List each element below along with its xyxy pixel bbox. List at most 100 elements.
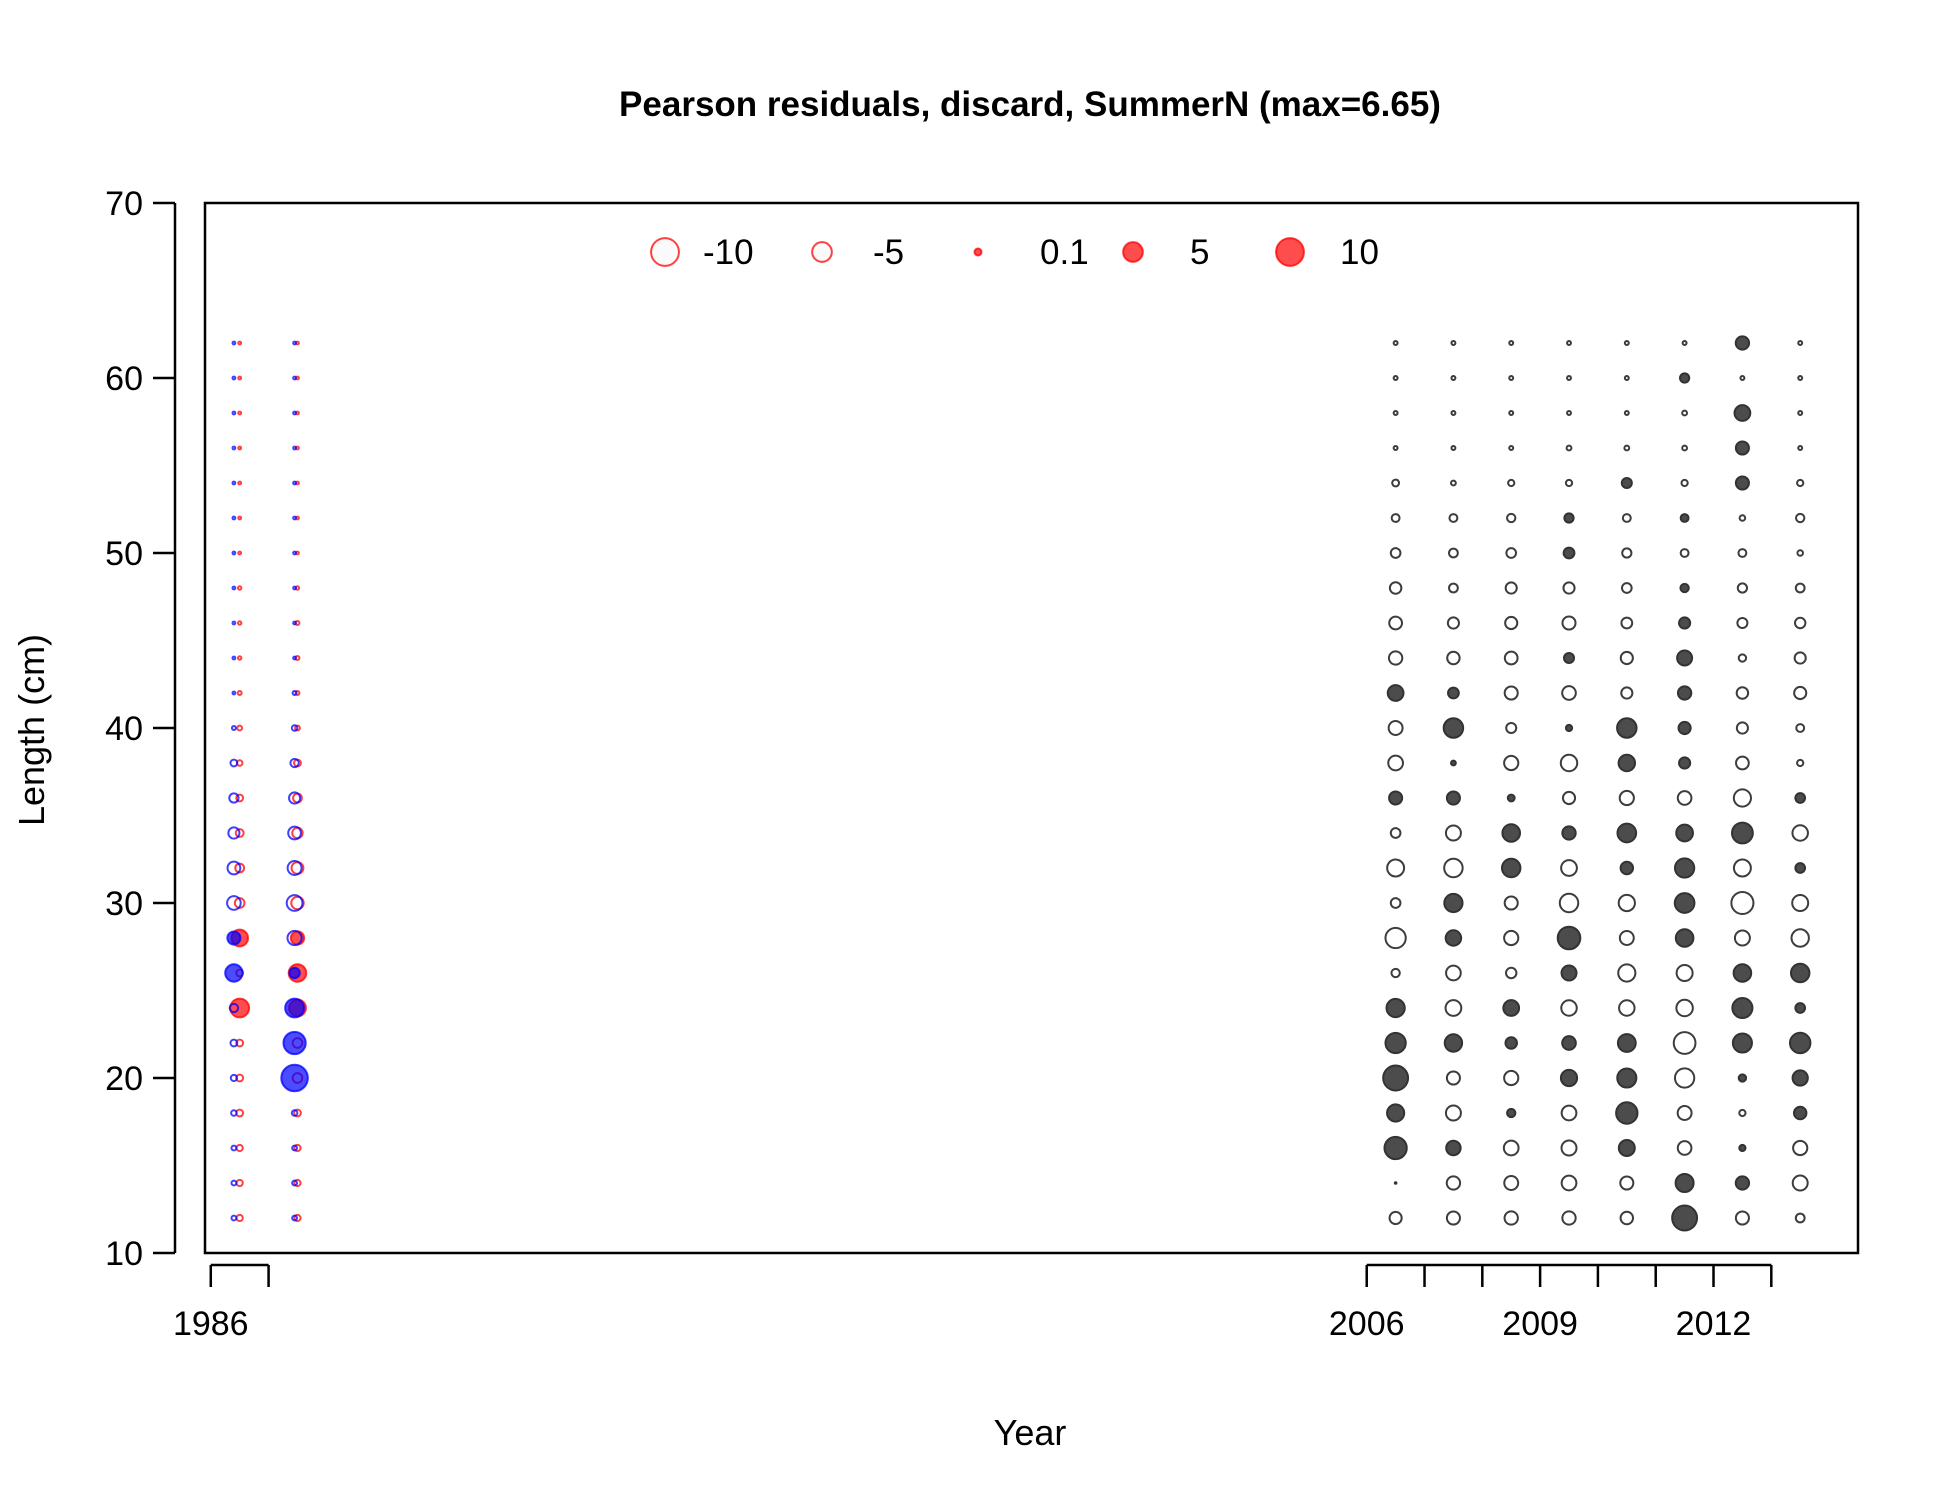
residual-series <box>1382 340 1410 1226</box>
residual-bubble <box>237 445 243 451</box>
residual-series <box>280 340 309 1222</box>
residual-bubble <box>285 894 304 912</box>
residual-bubble <box>1675 964 1694 982</box>
residual-bubble <box>290 724 299 732</box>
residual-bubble <box>1678 616 1692 630</box>
residual-bubble <box>1731 1032 1753 1054</box>
residual-bubble <box>1505 547 1518 559</box>
residual-bubble <box>231 375 237 381</box>
residual-bubble <box>289 757 300 769</box>
residual-bubble <box>1507 478 1516 488</box>
residual-bubble <box>224 963 244 983</box>
residual-bubble <box>1678 372 1691 384</box>
legend-label: 0.1 <box>1040 233 1089 272</box>
residual-bubble <box>230 1179 238 1187</box>
residual-bubble <box>1736 582 1749 594</box>
residual-bubble <box>1618 789 1635 807</box>
residual-bubble <box>1733 404 1752 422</box>
legend-bubble <box>1275 237 1305 267</box>
residual-bubble <box>1444 824 1462 842</box>
residual-bubble <box>1445 790 1461 806</box>
residual-bubble <box>1673 892 1696 914</box>
residual-bubble <box>1796 549 1804 557</box>
residual-bubble <box>1797 375 1804 381</box>
y-tick-label: 70 <box>105 185 143 223</box>
residual-bubble <box>1623 375 1630 381</box>
residual-bubble <box>1445 1210 1461 1226</box>
residual-bubble <box>231 655 237 661</box>
residual-bubble <box>1384 926 1407 950</box>
residual-series <box>1615 340 1639 1226</box>
residual-bubble <box>235 793 245 803</box>
residual-series <box>1671 340 1699 1232</box>
residual-bubble <box>291 1214 298 1222</box>
x-tick-label: 2006 <box>1329 1305 1405 1343</box>
residual-bubble <box>286 860 303 876</box>
residual-bubble <box>1618 930 1635 946</box>
residual-bubble <box>229 1073 239 1083</box>
y-tick-label: 60 <box>105 360 143 398</box>
residual-bubble <box>1389 827 1402 839</box>
residual-bubble <box>1673 1067 1696 1089</box>
residual-bubble <box>1619 1210 1635 1226</box>
residual-bubble <box>1561 615 1577 631</box>
residual-bubble <box>1556 925 1582 951</box>
residual-bubble <box>292 655 297 661</box>
residual-bubble <box>1503 929 1520 947</box>
residual-bubble <box>1560 1139 1578 1157</box>
residual-bubble <box>226 860 242 876</box>
residual-bubble <box>1559 1068 1579 1088</box>
residual-bubble <box>1386 1103 1406 1123</box>
residual-bubble <box>292 340 297 346</box>
residual-bubble <box>1506 793 1516 803</box>
residual-bubble <box>1732 963 1753 983</box>
residual-bubble <box>231 445 237 451</box>
legend-bubble <box>811 241 833 263</box>
residual-bubble <box>293 1213 302 1223</box>
x-axis-label: Year <box>994 1412 1067 1453</box>
residual-bubble <box>1734 440 1750 456</box>
residual-bubble <box>1506 512 1517 524</box>
residual-bubble <box>1560 1104 1578 1122</box>
legend: -10 -5 0.1 5 10 <box>650 233 1379 272</box>
residual-bubble <box>1392 375 1399 381</box>
residual-bubble <box>1444 929 1463 947</box>
residual-bubble <box>1739 375 1746 381</box>
residual-bubble <box>1623 444 1631 452</box>
residual-bubble <box>1672 1031 1697 1055</box>
residual-bubble <box>1508 375 1515 381</box>
residual-bubble <box>1621 513 1632 523</box>
residual-bubble <box>1448 582 1459 594</box>
residual-bubble <box>1791 1174 1809 1192</box>
x-tick-label: 2009 <box>1502 1305 1578 1343</box>
residual-bubble <box>1566 340 1572 346</box>
residual-bubble <box>293 1143 302 1153</box>
residual-bubble <box>1673 857 1696 879</box>
residual-bubble <box>1500 857 1522 879</box>
residual-bubble <box>231 585 237 591</box>
residual-bubble <box>1676 1105 1693 1121</box>
residual-bubble <box>280 1063 309 1093</box>
residual-bubble <box>1560 999 1578 1017</box>
residual-bubble <box>292 620 297 626</box>
residual-bubble <box>292 375 297 381</box>
residual-bubble <box>286 929 303 947</box>
residual-bubble <box>229 758 239 768</box>
residual-bubble <box>1619 650 1634 666</box>
residual-bubble <box>288 791 302 805</box>
residual-bubble <box>1561 825 1577 841</box>
residual-bubble <box>1738 1108 1747 1118</box>
residual-bubble <box>1392 445 1399 451</box>
residual-bubble <box>1560 1174 1578 1192</box>
residual-series <box>1442 340 1465 1226</box>
residual-bubble <box>1676 790 1693 806</box>
residual-bubble <box>1504 581 1518 595</box>
residual-bubble <box>1730 821 1754 845</box>
residual-bubble <box>1681 444 1689 452</box>
residual-bubble <box>1797 445 1804 451</box>
residual-bubble <box>226 895 242 911</box>
residual-bubble <box>1503 1175 1520 1191</box>
residual-bubble <box>230 1214 238 1222</box>
residual-bubble <box>229 1038 239 1048</box>
